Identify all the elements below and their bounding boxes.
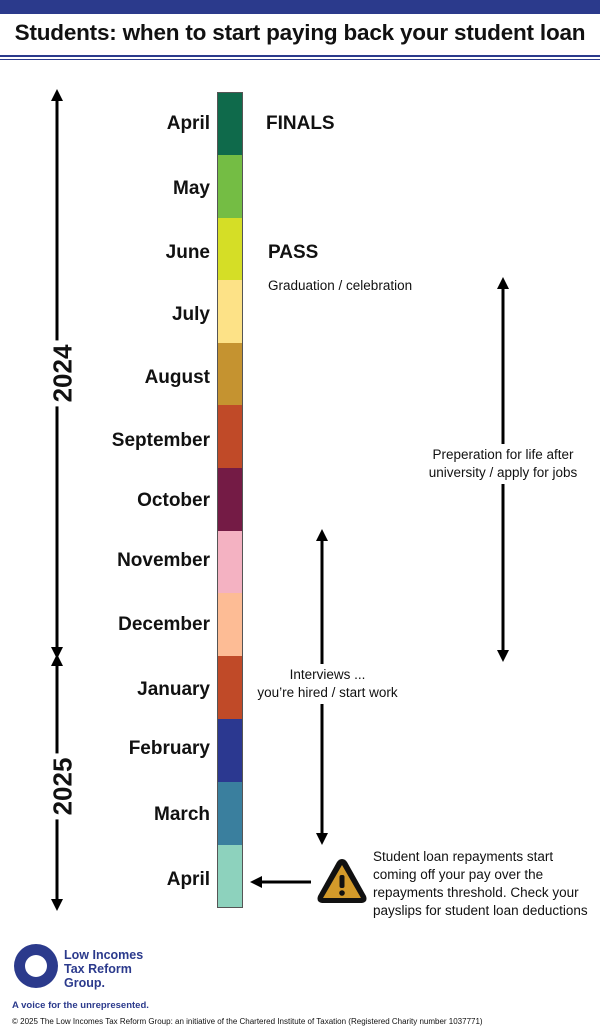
graduation-note: Graduation / celebration [268,278,413,293]
month-band [217,405,243,468]
preparation-note: Preperation for life after university / … [422,444,584,484]
page-title: Students: when to start paying back your… [14,20,586,45]
logo-line: Tax Reform [64,962,132,976]
footer-copyright: © 2025 The Low Incomes Tax Reform Group:… [12,1017,483,1026]
repayments-note: Student loan repayments start coming off… [373,848,588,920]
month-label: January [137,679,210,700]
note-line: Interviews ... [289,667,366,682]
month-label: May [173,178,210,199]
title-rule [0,55,600,57]
warning-icon [317,859,367,903]
month-label: December [118,614,210,635]
note-line: Student loan repayments start [373,849,554,864]
logo-text: Low Incomes Tax Reform Group. [64,948,143,990]
month-label: February [128,738,210,759]
note-line: coming off your pay over the [373,867,544,882]
month-label: March [154,804,210,825]
top-bar [0,0,600,14]
year-label-2025: 2025 [47,753,79,820]
month-label: July [171,304,210,325]
month-label: June [165,242,210,263]
finals-label: FINALS [266,113,335,134]
month-label: November [117,550,210,571]
month-label: April [166,113,210,134]
month-label: October [137,490,210,511]
pass-label: PASS [268,242,319,263]
tagline: A voice for the unrepresented. [12,1000,149,1011]
logo-line: Group. [64,976,105,990]
note-line: university / apply for jobs [428,465,578,480]
title-rule-thin [0,59,600,60]
note-line: payslips for student loan deductions [373,903,588,918]
logo-line: Low Incomes [64,948,144,962]
note-line: you’re hired / start work [257,685,398,700]
month-label: August [144,367,210,388]
note-line: Preperation for life after [432,447,574,462]
month-label: April [166,869,210,890]
year-label-2024: 2024 [47,340,79,407]
litrg-logo [14,944,58,988]
note-line: repayments threshold. Check your [373,885,579,900]
month-label: September [111,430,210,451]
interviews-note: Interviews ... you’re hired / start work [250,664,405,704]
